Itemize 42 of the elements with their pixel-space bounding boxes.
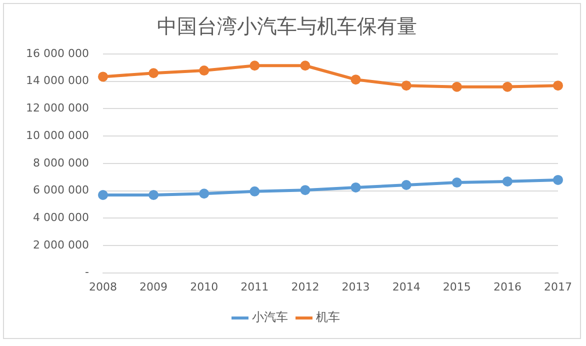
point bbox=[250, 186, 260, 196]
point bbox=[199, 188, 210, 199]
x-tick-label: 2011 bbox=[240, 280, 269, 294]
point bbox=[350, 182, 361, 192]
y-tick-label: 8 000 000 bbox=[32, 156, 89, 170]
y-tick-label: 2 000 000 bbox=[32, 238, 89, 252]
y-tick-label: 4 000 000 bbox=[32, 210, 89, 224]
y-tick-label: - bbox=[84, 266, 89, 279]
x-tick-label: 2014 bbox=[392, 280, 420, 294]
x-tick-label: 2010 bbox=[190, 280, 218, 294]
x-tick-label: 2017 bbox=[544, 280, 572, 294]
x-tick-label: 2009 bbox=[140, 280, 168, 294]
x-tick-label: 2016 bbox=[493, 280, 522, 294]
legend-label: 小汽车 bbox=[252, 310, 288, 324]
y-tick-label: 14 000 000 bbox=[26, 74, 89, 88]
x-tick-label: 2012 bbox=[291, 280, 320, 294]
point bbox=[148, 68, 159, 78]
point bbox=[553, 174, 564, 185]
y-tick-label: 16 000 000 bbox=[26, 46, 89, 60]
point bbox=[502, 176, 512, 186]
legend-label: 机车 bbox=[316, 310, 340, 324]
point bbox=[250, 60, 260, 71]
point bbox=[98, 72, 108, 82]
chart-title: 中国台湾小汽车与机车保有量 bbox=[157, 14, 417, 38]
y-tick-label: 10 000 000 bbox=[26, 128, 89, 142]
point bbox=[199, 66, 210, 76]
point bbox=[401, 180, 412, 190]
point bbox=[300, 60, 310, 71]
y-tick-label: 12 000 000 bbox=[26, 102, 89, 115]
point bbox=[401, 80, 412, 91]
x-tick-label: 2015 bbox=[442, 280, 471, 294]
point bbox=[452, 178, 462, 188]
x-tick-label: 2013 bbox=[342, 280, 370, 294]
y-tick-label: 6 000 000 bbox=[32, 184, 89, 197]
point bbox=[452, 82, 462, 92]
point bbox=[502, 82, 512, 92]
point bbox=[350, 74, 361, 85]
point bbox=[148, 190, 159, 200]
point bbox=[300, 185, 310, 196]
x-tick-label: 2008 bbox=[88, 280, 117, 294]
point bbox=[98, 190, 108, 200]
point bbox=[553, 80, 564, 91]
